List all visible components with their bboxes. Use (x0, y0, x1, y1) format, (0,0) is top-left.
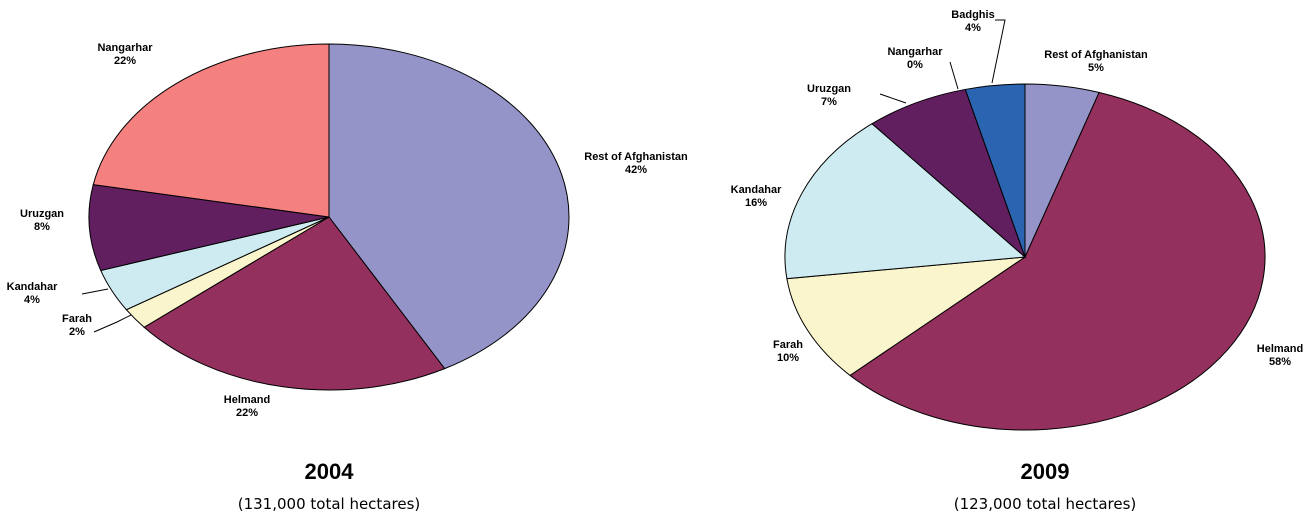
chart-subtitle-2004: (131,000 total hectares) (237, 495, 421, 513)
pie-slice-helmand (143, 216, 446, 391)
slice-label-nangarhar: Nangarhar 22% (97, 42, 153, 67)
pie-slice-uruzgan (88, 184, 330, 272)
pie-slice-kandahar (784, 123, 1027, 280)
slice-label-helmand: Helmand 22% (224, 394, 270, 419)
leader-line-farah (93, 314, 132, 333)
slice-label-helmand: Helmand 58% (1257, 343, 1303, 368)
pie-slice-nangarhar (92, 43, 330, 218)
slice-label-farah: Farah 2% (62, 313, 92, 338)
pie-slice-badghis (964, 83, 1026, 258)
leader-line-uruzgan (879, 93, 907, 104)
slice-label-uruzgan: Uruzgan 8% (20, 208, 64, 233)
slice-label-badghis: Badghis 4% (951, 9, 994, 34)
pie-slice-helmand (849, 91, 1266, 431)
leader-line-badghis (991, 19, 1006, 84)
chart-title-2004: 2004 (304, 459, 354, 484)
pie-chart-2004: Rest of Afghanistan 42% Helmand 22% Farah 2%K… (7, 42, 688, 419)
pie-slice-rest-of-afghanistan (328, 43, 570, 370)
slice-label-kandahar: Kandahar 16% (731, 184, 782, 209)
chart-subtitle-2009: (123,000 total hectares) (953, 495, 1137, 513)
slice-label-rest-of-afghanistan: Rest of Afghanistan 5% (1044, 49, 1148, 74)
chart-title-2009: 2009 (1020, 459, 1070, 484)
slice-label-farah: Farah 10% (773, 339, 803, 364)
slice-label-nangarhar: Nangarhar 0% (887, 46, 943, 71)
leader-line-kandahar (81, 288, 109, 295)
pie-chart-2009: Rest of Afghanistan 5% Helmand 58% Farah 10% K… (731, 9, 1303, 431)
pie-slice-farah (786, 256, 1026, 377)
slice-label-uruzgan: Uruzgan 7% (807, 83, 851, 108)
slice-label-kandahar: Kandahar 4% (7, 281, 58, 306)
leader-line-nangarhar (949, 61, 959, 90)
slice-label-rest-of-afghanistan: Rest of Afghanistan 42% (584, 151, 688, 176)
pie-slice-uruzgan (871, 88, 1027, 259)
